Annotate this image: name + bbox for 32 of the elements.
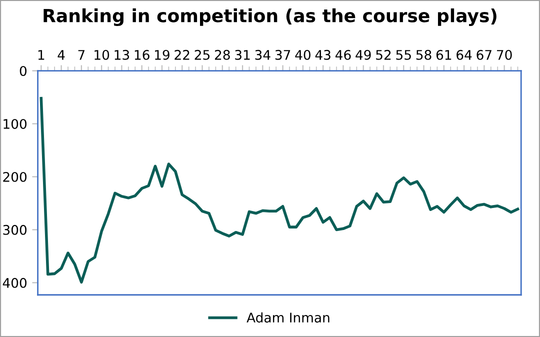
y-tick-label: 0 (20, 66, 27, 76)
x-tick-label: 25 (194, 50, 210, 60)
x-tick-label: 46 (335, 50, 351, 60)
x-tick-label: 37 (275, 50, 290, 60)
x-tick-label: 13 (114, 50, 130, 60)
x-tick-label: 16 (134, 50, 150, 60)
x-tick-label: 43 (315, 50, 330, 60)
legend-label: Adam Inman (246, 312, 330, 323)
x-tick-label: 10 (94, 50, 110, 60)
x-tick-label: 49 (356, 50, 371, 60)
x-tick-label: 4 (58, 50, 65, 60)
y-tick-label: 300 (3, 224, 27, 235)
chart-title: Ranking in competition (as the course plays) (44, 8, 496, 26)
x-tick-label: 28 (214, 50, 230, 60)
x-tick-label: 22 (174, 50, 190, 60)
x-tick-label: 70 (497, 50, 512, 60)
x-tick-label: 55 (396, 50, 411, 60)
x-tick-label: 34 (255, 50, 270, 60)
x-tick-label: 67 (476, 50, 492, 60)
y-tick-label: 400 (2, 278, 27, 288)
x-tick-label: 64 (456, 50, 472, 60)
x-tick-label: 1 (38, 50, 44, 60)
y-tick-label: 100 (4, 118, 27, 129)
x-tick-label: 61 (436, 50, 452, 60)
x-tick-label: 40 (295, 50, 310, 60)
x-tick-label: 52 (376, 50, 391, 60)
x-tick-label: 31 (235, 50, 250, 60)
x-tick-label: 19 (155, 50, 170, 60)
line-series (40, 96, 520, 284)
x-tick-label: 7 (78, 50, 84, 60)
x-tick-label: 58 (416, 50, 432, 60)
y-tick-label: 200 (3, 172, 27, 182)
